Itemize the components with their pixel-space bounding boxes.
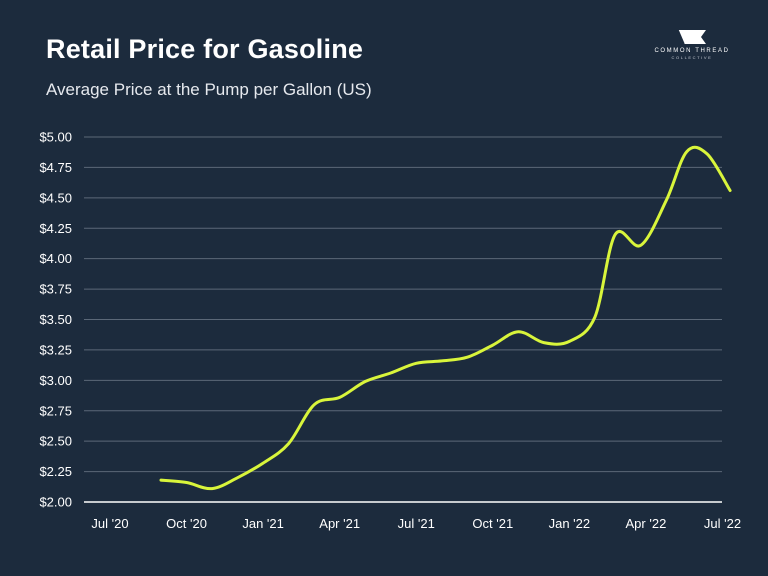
x-tick-label: Jul '20 xyxy=(91,516,128,531)
x-tick-label: Jul '22 xyxy=(704,516,741,531)
x-tick-label: Apr '22 xyxy=(626,516,667,531)
x-tick-label: Jul '21 xyxy=(398,516,435,531)
grid-lines xyxy=(84,136,722,473)
y-tick-label: $2.00 xyxy=(39,495,72,510)
y-tick-label: $3.25 xyxy=(39,342,72,357)
y-axis-tick-labels: $2.00 $2.25 $2.50 $2.75 $3.00 $3.25 $3.50 $3.75… xyxy=(39,130,72,510)
y-tick-label: $4.50 xyxy=(39,190,72,205)
x-tick-label: Oct '20 xyxy=(166,516,207,531)
x-axis-tick-labels: Jul '20 Oct '20 Jan '21 Apr '21 Jul '21 Oct '… xyxy=(91,516,741,531)
y-tick-label: $2.25 xyxy=(39,464,72,479)
x-tick-label: Jan '21 xyxy=(242,516,284,531)
y-tick-label: $3.00 xyxy=(39,373,72,388)
y-tick-label: $2.75 xyxy=(39,403,72,418)
y-tick-label: $3.75 xyxy=(39,282,72,297)
y-tick-label: $3.50 xyxy=(39,312,72,327)
flag-icon xyxy=(677,29,706,45)
brand-logo: COMMON THREAD COLLECTIVE xyxy=(650,28,734,72)
chart-subtitle: Average Price at the Pump per Gallon (US… xyxy=(46,80,372,99)
brand-name: COMMON THREAD xyxy=(654,48,730,54)
chart-title: Retail Price for Gasoline xyxy=(46,34,364,64)
y-tick-label: $4.25 xyxy=(39,221,72,236)
brand-sub: COLLECTIVE xyxy=(671,55,713,60)
y-tick-label: $5.00 xyxy=(39,130,72,145)
x-tick-label: Jan '22 xyxy=(549,516,591,531)
y-tick-label: $4.00 xyxy=(39,251,72,266)
series-line-gas-price xyxy=(159,145,732,491)
y-tick-label: $4.75 xyxy=(39,160,72,175)
x-tick-label: Oct '21 xyxy=(472,516,513,531)
y-tick-label: $2.50 xyxy=(39,434,72,449)
x-tick-label: Apr '21 xyxy=(319,516,360,531)
